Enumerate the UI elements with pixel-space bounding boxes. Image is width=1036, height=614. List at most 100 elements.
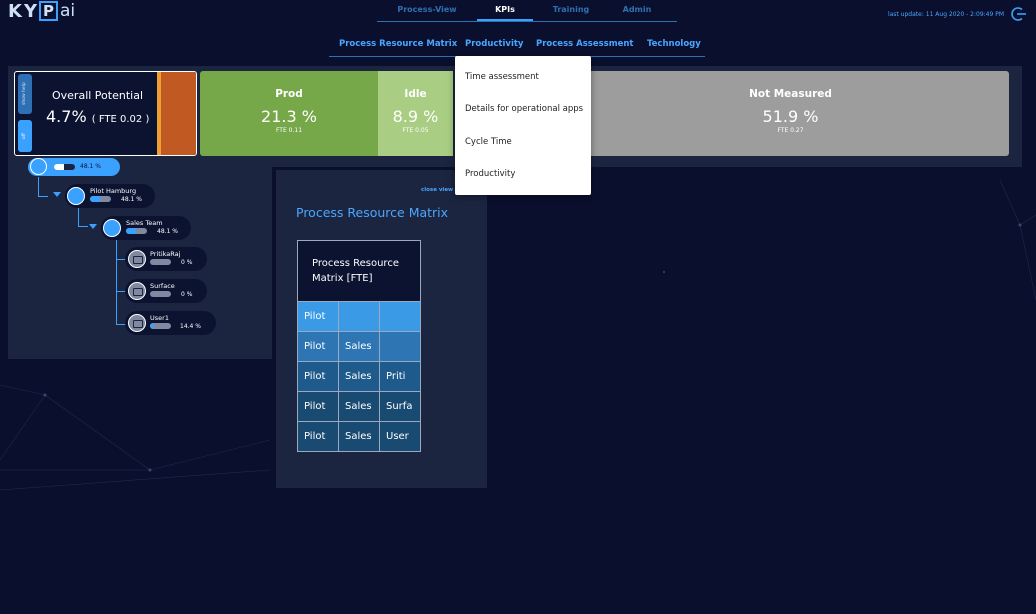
overall-potential-value: 4.7% ( FTE 0.02 ) xyxy=(46,107,149,126)
tree-connector xyxy=(38,196,48,197)
table-cell[interactable]: Priti xyxy=(379,361,421,392)
last-update-timestamp: last update: 11 Aug 2020 - 2:09:49 PM xyxy=(887,11,1004,18)
table-cell[interactable]: User xyxy=(379,421,421,452)
team-icon xyxy=(30,158,47,175)
logout-icon[interactable] xyxy=(1011,6,1027,22)
tree-node-pilot-hamburg[interactable]: Pilot Hamburg 48.1 % xyxy=(65,184,155,208)
table-cell[interactable]: Sales xyxy=(338,361,380,392)
kyp-logo[interactable]: K Y P ai xyxy=(8,0,75,22)
tree-node-label: Sales Team xyxy=(126,219,163,227)
root-progress-bar xyxy=(54,164,75,170)
user-percent: 14.4 % xyxy=(180,323,201,330)
menu-item-time-assessment[interactable]: Time assessment xyxy=(465,72,539,82)
kpi-idle-fte: FTE 0.05 xyxy=(402,127,429,134)
productivity-dropdown-menu: Time assessment Details for operational … xyxy=(455,56,591,195)
close-view-button[interactable]: close view xyxy=(421,187,454,193)
hamburg-progress-bar xyxy=(90,196,111,202)
table-cell[interactable] xyxy=(338,301,380,332)
computer-icon xyxy=(128,314,146,332)
org-tree-panel: 48.1 % Pilot Hamburg 48.1 % Sales Team 4… xyxy=(8,158,272,359)
menu-item-productivity[interactable]: Productivity xyxy=(465,169,516,179)
kpi-prod-card[interactable]: Prod 21.3 % FTE 0.11 xyxy=(200,71,378,156)
tab-kpis[interactable]: KPIs xyxy=(477,0,533,21)
tree-node-label: PritikaRaj xyxy=(150,250,181,258)
kpi-not-measured-card[interactable]: Not Measured 51.9 % FTE 0.27 xyxy=(572,71,1009,156)
tree-connector xyxy=(116,259,126,260)
tree-node-label: Pilot Hamburg xyxy=(90,187,137,195)
table-cell[interactable]: Sales xyxy=(338,331,380,362)
tab-process-view[interactable]: Process-View xyxy=(397,5,457,14)
table-cell[interactable]: Pilot xyxy=(297,301,339,332)
expand-arrow-icon[interactable] xyxy=(53,192,61,197)
kpi-prod-title: Prod xyxy=(275,88,303,100)
table-cell[interactable]: Pilot xyxy=(297,331,339,362)
table-row: Pilot Sales xyxy=(297,331,421,362)
tree-connector xyxy=(116,291,126,292)
table-header-row: Process Resource Matrix [FTE] xyxy=(297,240,421,302)
kpi-not-measured-fte: FTE 0.27 xyxy=(777,127,804,134)
user-progress-bar xyxy=(150,323,171,329)
subtab-productivity[interactable]: Productivity xyxy=(465,39,524,49)
kpi-sub-nav: Process Resource Matrix Productivity Pro… xyxy=(329,35,705,57)
kpi-not-measured-title: Not Measured xyxy=(749,88,832,100)
logo-letter-p: P xyxy=(39,1,58,21)
table-row: Pilot xyxy=(297,301,421,332)
kpi-idle-card[interactable]: Idle 8.9 % FTE 0.05 xyxy=(378,71,453,156)
logo-letter-y: Y xyxy=(23,0,38,22)
user-percent: 0 % xyxy=(181,259,193,266)
logo-letter-k: K xyxy=(8,0,23,22)
kpi-not-measured-value: 51.9 % xyxy=(762,107,819,126)
user-progress-bar xyxy=(150,291,171,297)
tree-node-user[interactable]: PritikaRaj 0 % xyxy=(125,247,207,271)
table-cell[interactable]: Sales xyxy=(338,421,380,452)
tree-node-root[interactable]: 48.1 % xyxy=(28,158,120,176)
subtab-process-resource-matrix[interactable]: Process Resource Matrix xyxy=(339,39,458,49)
table-row: Pilot Sales User xyxy=(297,421,421,452)
kpi-idle-title: Idle xyxy=(404,88,427,100)
tree-connector xyxy=(116,324,126,325)
kpi-prod-fte: FTE 0.11 xyxy=(275,127,303,134)
subtab-technology[interactable]: Technology xyxy=(647,39,701,49)
table-row: Pilot Sales Surfa xyxy=(297,391,421,422)
main-nav-tabs: Process-View KPIs Training Admin xyxy=(377,0,677,22)
menu-item-details-operational-apps[interactable]: Details for operational apps xyxy=(465,104,584,114)
table-cell[interactable]: Pilot xyxy=(297,391,339,422)
menu-item-cycle-time[interactable]: Cycle Time xyxy=(465,137,512,147)
potential-bar-orange xyxy=(161,72,196,155)
tree-node-sales-team[interactable]: Sales Team 48.1 % xyxy=(101,216,191,240)
process-resource-matrix-panel: close view Process Resource Matrix Proce… xyxy=(276,170,487,488)
tree-connector xyxy=(78,207,79,227)
help-toggle[interactable]: off xyxy=(18,120,32,152)
sales-team-percent: 48.1 % xyxy=(157,228,178,235)
tree-node-user[interactable]: Surface 0 % xyxy=(125,279,207,303)
user-progress-bar xyxy=(150,259,171,265)
potential-bar-yellow xyxy=(157,72,161,155)
root-percent: 48.1 % xyxy=(80,163,101,170)
table-cell[interactable] xyxy=(379,331,421,362)
overall-potential-card: show help off Overall Potential 4.7% ( F… xyxy=(14,71,197,156)
tree-node-label: Surface xyxy=(150,282,175,290)
tree-connector xyxy=(38,177,39,197)
table-cell[interactable] xyxy=(379,301,421,332)
tree-connector xyxy=(116,239,117,325)
prm-panel-title: Process Resource Matrix xyxy=(296,205,449,220)
table-cell[interactable]: Sales xyxy=(338,391,380,422)
table-cell[interactable]: Pilot xyxy=(297,421,339,452)
tab-training[interactable]: Training xyxy=(552,5,590,14)
overall-potential-fte: ( FTE 0.02 ) xyxy=(91,114,150,125)
tab-admin[interactable]: Admin xyxy=(622,5,652,14)
tree-node-user[interactable]: User1 14.4 % xyxy=(125,311,216,335)
subtab-process-assessment[interactable]: Process Assessment xyxy=(536,39,634,49)
tree-node-label: User1 xyxy=(150,314,169,322)
overall-potential-percent: 4.7% xyxy=(46,107,87,126)
team-icon xyxy=(67,187,85,205)
computer-icon xyxy=(128,282,146,300)
kpi-prod-value: 21.3 % xyxy=(261,107,317,126)
user-percent: 0 % xyxy=(181,291,193,298)
show-help-button[interactable]: show help xyxy=(18,74,32,114)
table-cell[interactable]: Pilot xyxy=(297,361,339,392)
team-icon xyxy=(103,219,121,237)
table-cell[interactable]: Surfa xyxy=(379,391,421,422)
expand-arrow-icon[interactable] xyxy=(89,224,97,229)
